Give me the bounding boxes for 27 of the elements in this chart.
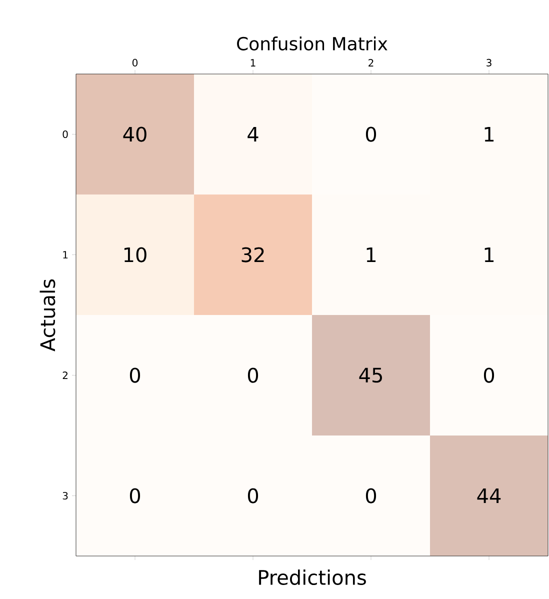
data-label: 0 [248, 488, 258, 504]
y-axis-title: Actuals [40, 279, 56, 352]
data-label: 40 [123, 126, 146, 142]
data-label: 0 [366, 488, 376, 504]
x-tick-label: 1 [250, 59, 256, 66]
data-label: 0 [248, 368, 258, 383]
y-tick-label: 3 [62, 492, 68, 500]
x-tick-label: 0 [132, 58, 138, 66]
y-tick-label: 0 [62, 130, 68, 138]
data-label: 32 [242, 247, 264, 262]
data-label: 1 [484, 247, 494, 262]
data-label: 0 [366, 126, 376, 142]
data-label: 0 [130, 488, 140, 504]
data-label: 1 [366, 247, 376, 262]
x-axis-title: Predictions [259, 570, 366, 586]
x-tick-label: 3 [486, 58, 492, 66]
data-label: 10 [124, 247, 146, 262]
data-label: 0 [484, 368, 494, 383]
chart-title: Confusion Matrix [237, 36, 388, 50]
data-label: 4 [248, 126, 258, 142]
x-tick-label: 2 [368, 59, 374, 66]
data-label: 0 [130, 368, 140, 383]
y-tick-label: 1 [63, 251, 68, 258]
data-label: 45 [359, 368, 382, 383]
y-tick-label: 2 [62, 372, 68, 379]
data-label: 1 [484, 126, 494, 142]
data-label: 44 [477, 488, 501, 504]
